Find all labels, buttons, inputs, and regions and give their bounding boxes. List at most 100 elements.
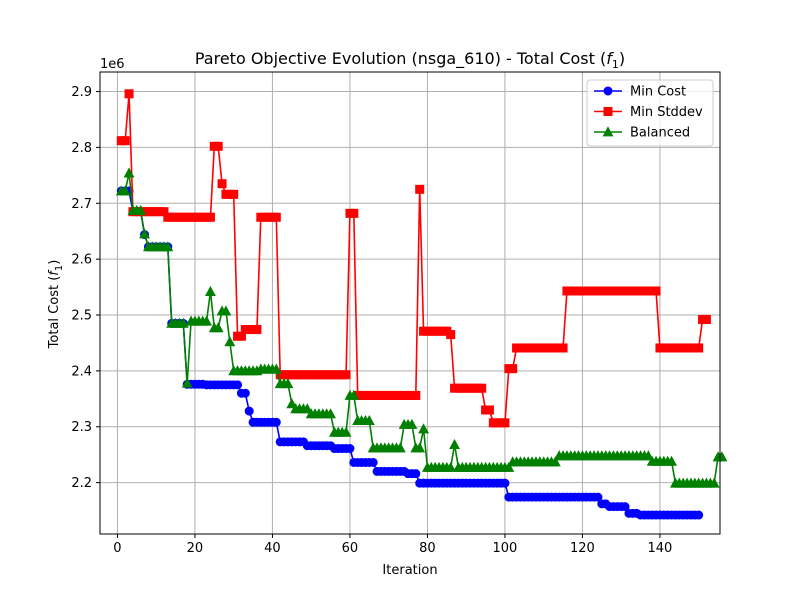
y-axis-label: Total Cost (f1) — [47, 260, 65, 350]
legend-marker-min-cost — [603, 86, 613, 96]
y-tick-label: 2.5 — [71, 309, 92, 324]
data-point-balanced — [394, 442, 406, 453]
y-axis-ticks: 2.2 2.3 2.4 2.5 2.6 2.7 2.8 2.9 — [71, 85, 100, 491]
data-point-balanced — [270, 363, 282, 374]
data-point-balanced — [414, 442, 426, 453]
data-point-min-stddev — [120, 136, 130, 146]
x-tick-label: 40 — [264, 541, 281, 556]
data-point-min-stddev — [341, 370, 351, 380]
chart-title-end: ) — [619, 49, 625, 68]
y-axis-label-symbol: f — [47, 269, 62, 276]
y-tick-label: 2.7 — [71, 197, 92, 212]
y-tick-label: 2.9 — [71, 85, 92, 100]
data-point-min-stddev — [124, 89, 134, 99]
legend-label-balanced: Balanced — [630, 126, 690, 141]
data-point-min-cost — [271, 417, 281, 427]
data-point-min-cost — [368, 457, 378, 467]
x-tick-label: 100 — [493, 541, 518, 556]
y-axis-label-subscript: 1 — [54, 265, 65, 271]
x-tick-label: 80 — [419, 541, 436, 556]
legend-marker-balanced — [602, 126, 614, 137]
y-tick-label: 2.4 — [71, 364, 92, 379]
data-point-balanced — [212, 322, 224, 333]
legend-marker-min-stddev — [603, 107, 613, 116]
legend-label-min-cost: Min Cost — [630, 85, 686, 100]
chart-title-symbol: f — [606, 49, 614, 68]
x-tick-label: 20 — [187, 541, 204, 556]
x-axis-ticks: 0 20 40 60 80 100 120 140 — [113, 534, 672, 556]
series-layer — [115, 89, 728, 520]
legend-items: Min Cost Min Stddev Balanced — [594, 85, 703, 141]
data-point-balanced — [177, 317, 189, 328]
data-point-balanced — [282, 378, 294, 389]
data-point-balanced — [549, 456, 561, 467]
x-tick-label: 60 — [342, 541, 359, 556]
data-point-min-stddev — [349, 208, 359, 218]
y-tick-label: 2.2 — [71, 476, 92, 491]
data-point-min-stddev — [484, 405, 494, 415]
legend-frame — [586, 79, 714, 147]
series-balanced — [115, 167, 728, 488]
data-point-balanced — [708, 477, 720, 488]
data-point-min-stddev — [229, 189, 239, 199]
y-tick-label: 2.6 — [71, 253, 92, 268]
data-point-balanced — [363, 414, 375, 426]
data-point-balanced — [301, 403, 313, 414]
chart-title: Pareto Objective Evolution (nsga_610) - … — [195, 49, 625, 71]
data-point-min-cost — [345, 444, 355, 454]
data-point-min-stddev — [415, 184, 425, 194]
data-point-balanced — [135, 204, 147, 215]
legend-item-min-cost: Min Cost — [594, 85, 686, 100]
plot-frame — [99, 71, 721, 535]
y-tick-label: 2.3 — [71, 420, 92, 435]
data-point-min-stddev — [411, 390, 421, 400]
y-axis-offset-label: 1e6 — [100, 57, 125, 72]
data-point-min-cost — [411, 469, 421, 479]
y-axis-label-end: ) — [47, 260, 62, 265]
data-point-min-cost — [593, 492, 603, 502]
data-point-min-stddev — [271, 212, 281, 222]
y-tick-label: 2.8 — [71, 141, 92, 156]
data-point-min-stddev — [701, 314, 711, 324]
legend: Min Cost Min Stddev Balanced — [586, 79, 714, 147]
data-point-balanced — [445, 461, 457, 472]
data-point-min-cost — [244, 406, 254, 416]
data-point-balanced — [201, 315, 213, 326]
series-min-cost — [116, 186, 704, 520]
data-point-min-stddev — [694, 343, 704, 353]
data-point-min-cost — [240, 388, 250, 398]
data-point-min-stddev — [508, 364, 518, 374]
data-point-balanced — [286, 398, 298, 409]
data-point-balanced — [449, 438, 461, 450]
data-point-min-cost — [500, 478, 510, 488]
data-point-min-cost — [233, 380, 243, 390]
chart-title-subscript: 1 — [612, 58, 619, 71]
data-point-balanced — [181, 377, 193, 388]
data-point-balanced — [642, 450, 654, 461]
data-point-balanced — [162, 241, 174, 252]
legend-item-balanced: Balanced — [594, 126, 690, 141]
data-point-balanced — [139, 228, 151, 239]
data-point-balanced — [503, 461, 515, 472]
data-point-min-cost — [694, 510, 704, 520]
data-point-min-stddev — [217, 179, 227, 189]
data-point-balanced — [325, 408, 337, 419]
data-point-balanced — [119, 185, 131, 196]
data-point-min-cost — [620, 502, 630, 512]
data-point-min-stddev — [558, 343, 568, 353]
y-axis-label-text: Total Cost ( — [47, 276, 62, 350]
data-point-balanced — [340, 426, 352, 437]
data-point-balanced — [406, 418, 418, 429]
x-tick-label: 0 — [113, 541, 121, 556]
data-point-min-stddev — [252, 325, 262, 335]
data-point-min-stddev — [446, 330, 456, 340]
data-point-min-stddev — [651, 286, 661, 296]
x-axis-label: Iteration — [382, 563, 437, 578]
x-tick-label: 120 — [570, 541, 595, 556]
data-point-min-stddev — [205, 212, 215, 222]
legend-label-min-stddev: Min Stddev — [630, 105, 703, 120]
data-point-min-stddev — [500, 418, 510, 428]
chart-title-text: Pareto Objective Evolution (nsga_610) - … — [195, 49, 606, 69]
